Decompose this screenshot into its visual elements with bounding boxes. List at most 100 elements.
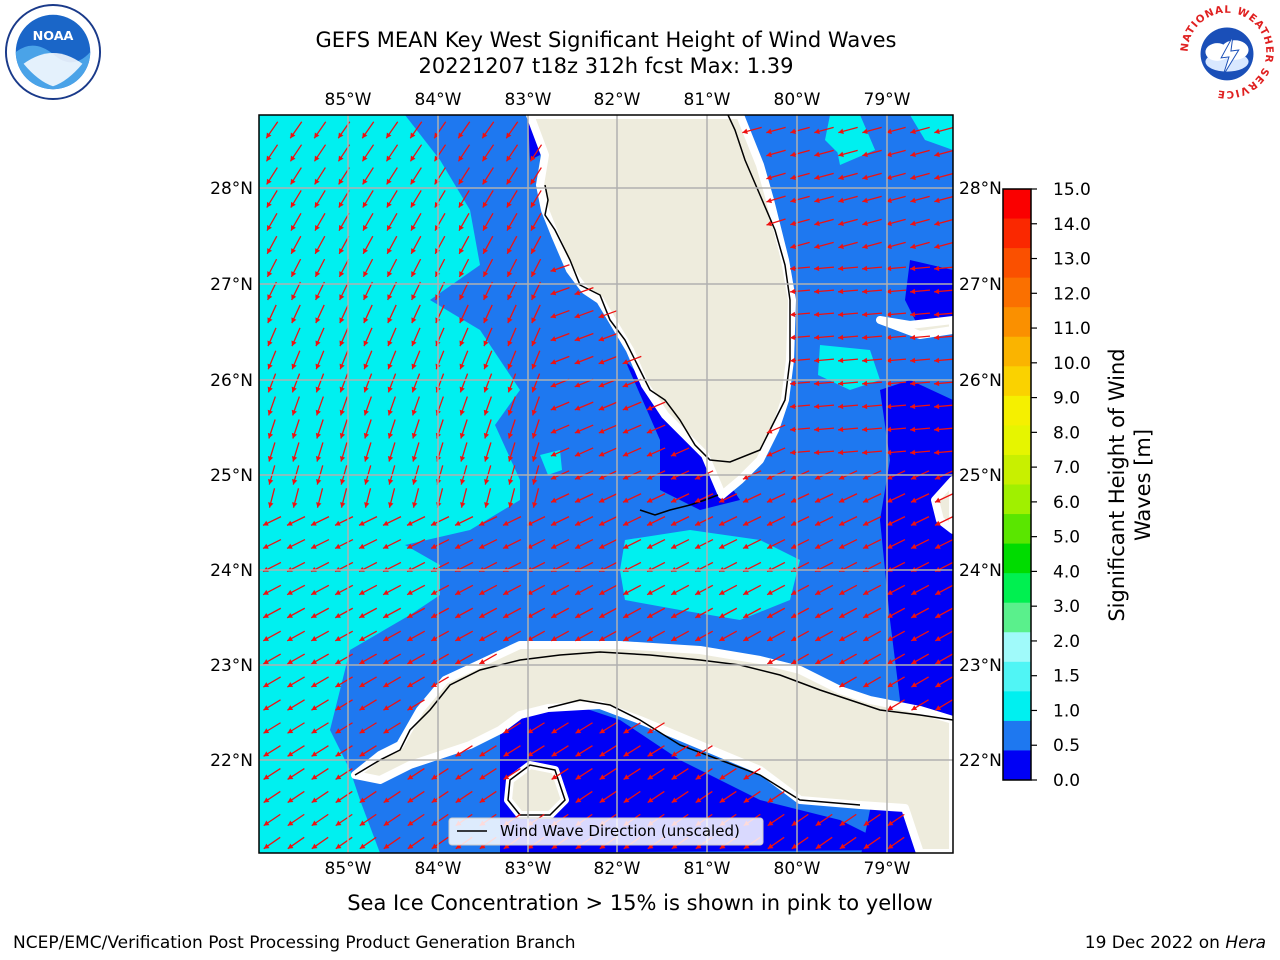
wave-direction-arrow	[530, 213, 542, 231]
map-title-line2: 20221207 t18z 312h fcst Max: 1.39	[418, 54, 794, 78]
wave-direction-arrow	[887, 813, 905, 827]
wave-direction-arrow	[289, 121, 303, 139]
wave-direction-arrow	[383, 699, 401, 711]
wave-direction-arrow	[311, 722, 329, 734]
wave-direction-arrow	[531, 373, 541, 393]
wave-direction-arrow	[385, 144, 399, 162]
wave-direction-arrow	[766, 172, 786, 181]
wave-direction-arrow	[478, 538, 498, 550]
wave-direction-arrow	[742, 126, 762, 134]
colorbar-swatch	[1003, 277, 1031, 308]
wave-direction-arrow	[837, 449, 859, 456]
wave-direction-arrow	[885, 334, 907, 341]
wave-direction-arrow	[410, 190, 422, 208]
colorbar-swatch	[1003, 336, 1031, 367]
wave-direction-arrow	[551, 722, 569, 734]
wave-direction-arrow	[507, 350, 517, 370]
wave-direction-arrow	[387, 327, 397, 347]
wave-direction-arrow	[838, 630, 858, 642]
wave-direction-arrow	[813, 334, 835, 341]
wave-direction-arrow	[387, 281, 397, 301]
wave-direction-arrow	[695, 768, 713, 780]
colorbar-swatch	[1003, 514, 1031, 545]
wave-direction-arrow	[506, 190, 518, 208]
wave-direction-arrow	[862, 584, 882, 596]
colorbar-swatch	[1003, 248, 1031, 279]
wave-direction-arrow	[431, 813, 449, 827]
cuba-landmass	[351, 641, 953, 853]
footer-date: 19 Dec 2022 on Hera	[1085, 933, 1266, 953]
wave-direction-arrow	[387, 442, 396, 462]
wave-direction-arrow	[671, 790, 689, 804]
colorbar-tick-label: 4.0	[1053, 562, 1080, 582]
map-title-line1: GEFS MEAN Key West Significant Height of…	[315, 28, 897, 52]
wave-direction-arrow	[790, 149, 810, 157]
wave-direction-arrow	[410, 235, 422, 255]
wave-direction-arrow	[482, 258, 494, 278]
wave-direction-arrow	[766, 493, 786, 503]
wave-direction-arrow	[363, 419, 372, 439]
colorbar-tick-label: 11.0	[1053, 319, 1091, 339]
wave-direction-arrow	[262, 653, 282, 665]
wave-direction-arrow	[933, 265, 953, 272]
colorbar-tick-label: 13.0	[1053, 250, 1091, 270]
wave-direction-arrow	[647, 722, 665, 734]
wave-direction-arrow	[838, 584, 858, 596]
wave-direction-arrow	[483, 350, 493, 370]
wave-direction-arrow	[508, 488, 516, 508]
lat-label-right: 24°N	[959, 561, 1002, 581]
wave-direction-arrow	[839, 813, 857, 827]
lat-label-right: 22°N	[959, 751, 1002, 771]
wave-direction-arrow	[315, 419, 324, 439]
wave-direction-arrow	[622, 355, 642, 365]
wave-direction-arrow	[789, 426, 811, 433]
wave-direction-arrow	[482, 213, 494, 231]
wave-direction-arrow	[623, 768, 641, 780]
wave-direction-arrow	[502, 607, 522, 619]
lon-label-bottom: 85°W	[325, 859, 372, 879]
wave-direction-arrow	[934, 516, 953, 526]
colorbar-tick-label: 9.0	[1053, 389, 1080, 409]
wave-direction-arrow	[599, 768, 617, 780]
wave-direction-arrow	[430, 538, 450, 550]
wave-direction-arrow	[286, 516, 306, 526]
wave-direction-arrow	[335, 722, 353, 734]
wave-direction-arrow	[574, 401, 594, 411]
wave-direction-arrow	[935, 699, 953, 711]
wave-direction-arrow	[622, 630, 642, 642]
wave-direction-arrow	[766, 195, 786, 204]
wave-direction-arrow	[598, 309, 618, 319]
wave-direction-arrow	[885, 288, 907, 295]
wave-direction-arrow	[550, 516, 570, 526]
wave-direction-arrow	[934, 218, 953, 226]
wave-direction-arrow	[622, 538, 642, 550]
wave-direction-arrow	[335, 836, 353, 850]
wave-direction-arrow	[646, 607, 666, 619]
wave-direction-arrow	[885, 357, 907, 364]
wave-direction-arrow	[550, 424, 570, 434]
wave-direction-arrow	[813, 449, 835, 456]
wave-direction-arrow	[287, 813, 305, 827]
wave-direction-arrow	[718, 493, 738, 503]
wave-direction-arrow	[478, 584, 498, 596]
wave-direction-arrow	[387, 373, 397, 393]
wave-direction-arrow	[458, 258, 470, 278]
wave-direction-arrow	[550, 401, 570, 411]
wave-direction-arrow	[934, 126, 953, 134]
wave-direction-arrow	[598, 332, 618, 342]
wave-direction-arrow	[382, 584, 402, 596]
wave-direction-arrow	[363, 442, 372, 462]
wave-direction-arrow	[359, 745, 377, 757]
wave-direction-arrow	[862, 493, 882, 503]
wave-direction-arrow	[506, 213, 518, 231]
wave-direction-arrow	[479, 790, 497, 804]
wave-direction-arrow	[837, 265, 859, 272]
lat-label-right: 23°N	[959, 656, 1002, 676]
wave-direction-arrow	[574, 538, 594, 550]
wave-direction-arrow	[622, 493, 642, 503]
wave-direction-arrow	[507, 373, 517, 393]
wave-direction-arrow	[766, 584, 786, 596]
wave-direction-arrow	[310, 584, 330, 596]
wave-direction-arrow	[910, 218, 930, 226]
wave-direction-arrow	[411, 373, 421, 393]
